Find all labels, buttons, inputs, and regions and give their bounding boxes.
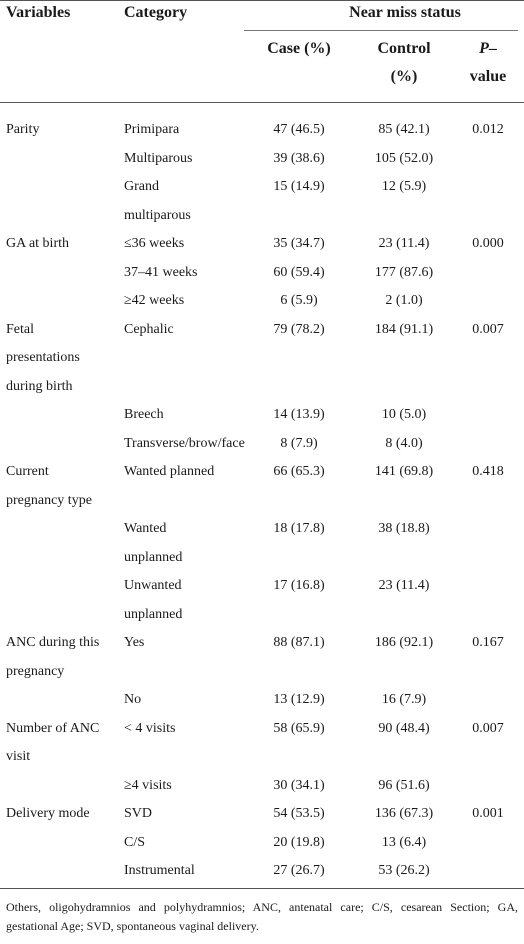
category-cell: ≥4 visits (124, 777, 172, 793)
case-cell: 8 (7.9) (280, 435, 318, 451)
header-variables: Variables (6, 4, 71, 21)
category-cell: C/S (124, 834, 146, 850)
p-value-cell: 0.167 (472, 635, 504, 650)
header-rule (0, 102, 524, 103)
category-cell: ≤36 weeks (124, 236, 185, 251)
case-cell: 54 (53.5) (273, 806, 325, 821)
header-case: Case (%) (267, 40, 331, 57)
header-control-line2: (%) (390, 68, 418, 85)
p-value-cell: 0.001 (472, 806, 504, 821)
case-cell: 47 (46.5) (273, 122, 325, 137)
variable-cell: Parity (6, 122, 40, 137)
case-cell: 39 (38.6) (273, 150, 325, 166)
control-cell: 2 (1.0) (385, 293, 423, 308)
category-cell: unplanned (124, 549, 183, 565)
case-cell: 30 (34.1) (273, 777, 325, 793)
top-rule (0, 0, 524, 1)
category-cell: ≥42 weeks (124, 293, 185, 308)
category-cell: Primipara (124, 122, 180, 137)
variable-cell: Current (6, 464, 49, 479)
p-value-cell: 0.418 (472, 464, 504, 479)
category-cell: SVD (124, 806, 153, 821)
case-cell: 66 (65.3) (273, 464, 325, 479)
case-cell: 17 (16.8) (273, 578, 325, 593)
category-cell: 37–41 weeks (124, 264, 198, 280)
category-cell: Unwanted (124, 578, 182, 593)
case-cell: 60 (59.4) (273, 264, 325, 280)
case-cell: 27 (26.7) (273, 863, 325, 878)
category-cell: Wanted (124, 521, 167, 536)
control-cell: 13 (6.4) (381, 834, 427, 850)
variable-cell: Number of ANC (6, 720, 100, 736)
case-cell: 58 (65.9) (273, 720, 325, 736)
header-p-line2: value (469, 68, 507, 85)
category-cell: Instrumental (124, 863, 195, 878)
case-cell: 20 (19.8) (273, 834, 325, 850)
variable-cell: Fetal (6, 321, 34, 337)
variable-cell: ANC during this (6, 635, 100, 650)
bottom-rule (0, 888, 524, 889)
control-cell: 38 (18.8) (378, 521, 430, 536)
variable-cell: pregnancy (6, 663, 65, 679)
variable-cell: GA at birth (6, 236, 69, 251)
control-cell: 23 (11.4) (378, 578, 430, 593)
case-cell: 6 (5.9) (280, 293, 318, 308)
control-cell: 8 (4.0) (385, 435, 423, 451)
control-cell: 186 (92.1) (374, 635, 434, 650)
category-cell: Transverse/brow/face (124, 435, 245, 451)
header-p-dash: – (488, 40, 497, 57)
control-cell: 96 (51.6) (378, 777, 430, 793)
variable-cell: pregnancy type (6, 492, 92, 508)
p-value-cell: 0.000 (472, 236, 504, 251)
category-cell: Breech (124, 407, 164, 422)
case-cell: 35 (34.7) (273, 236, 325, 251)
category-cell: Multiparous (124, 150, 193, 166)
variable-cell: presentations (6, 350, 80, 365)
case-cell: 13 (12.9) (273, 692, 325, 707)
header-p-letter: P (479, 40, 489, 57)
header-group: Near miss status (349, 4, 461, 21)
control-cell: 177 (87.6) (374, 264, 434, 280)
case-cell: 88 (87.1) (273, 635, 325, 650)
control-cell: 184 (91.1) (374, 321, 434, 337)
category-cell: unplanned (124, 606, 183, 622)
category-cell: No (124, 692, 142, 707)
case-cell: 79 (78.2) (273, 321, 325, 337)
header-category: Category (124, 4, 188, 21)
control-cell: 141 (69.8) (374, 464, 434, 479)
category-cell: Yes (124, 635, 145, 650)
category-cell: multiparous (124, 207, 191, 223)
category-cell: Cephalic (124, 321, 174, 337)
control-cell: 90 (48.4) (378, 720, 430, 736)
header-control-line1: Control (377, 40, 431, 57)
p-value-cell: 0.007 (472, 321, 504, 337)
variable-cell: during birth (6, 378, 73, 394)
case-cell: 15 (14.9) (273, 179, 325, 194)
group-rule (244, 30, 518, 31)
control-cell: 53 (26.2) (378, 863, 430, 878)
category-cell: Grand (124, 179, 159, 194)
variable-cell: Delivery mode (6, 806, 90, 821)
control-cell: 23 (11.4) (378, 236, 430, 251)
control-cell: 12 (5.9) (381, 179, 427, 194)
case-cell: 14 (13.9) (273, 407, 325, 422)
control-cell: 16 (7.9) (381, 692, 427, 707)
case-cell: 18 (17.8) (273, 521, 325, 536)
category-cell: Wanted planned (124, 464, 215, 479)
control-cell: 136 (67.3) (374, 806, 434, 821)
category-cell: < 4 visits (124, 720, 176, 736)
header-p-line1: P– (458, 38, 518, 60)
footnote: Others, oligohydramnios and polyhydramni… (6, 900, 518, 933)
control-cell: 105 (52.0) (374, 150, 434, 166)
control-cell: 10 (5.0) (381, 407, 427, 422)
p-value-cell: 0.007 (472, 720, 504, 736)
p-value-cell: 0.012 (472, 122, 504, 137)
control-cell: 85 (42.1) (378, 122, 430, 137)
variable-cell: visit (6, 749, 31, 764)
